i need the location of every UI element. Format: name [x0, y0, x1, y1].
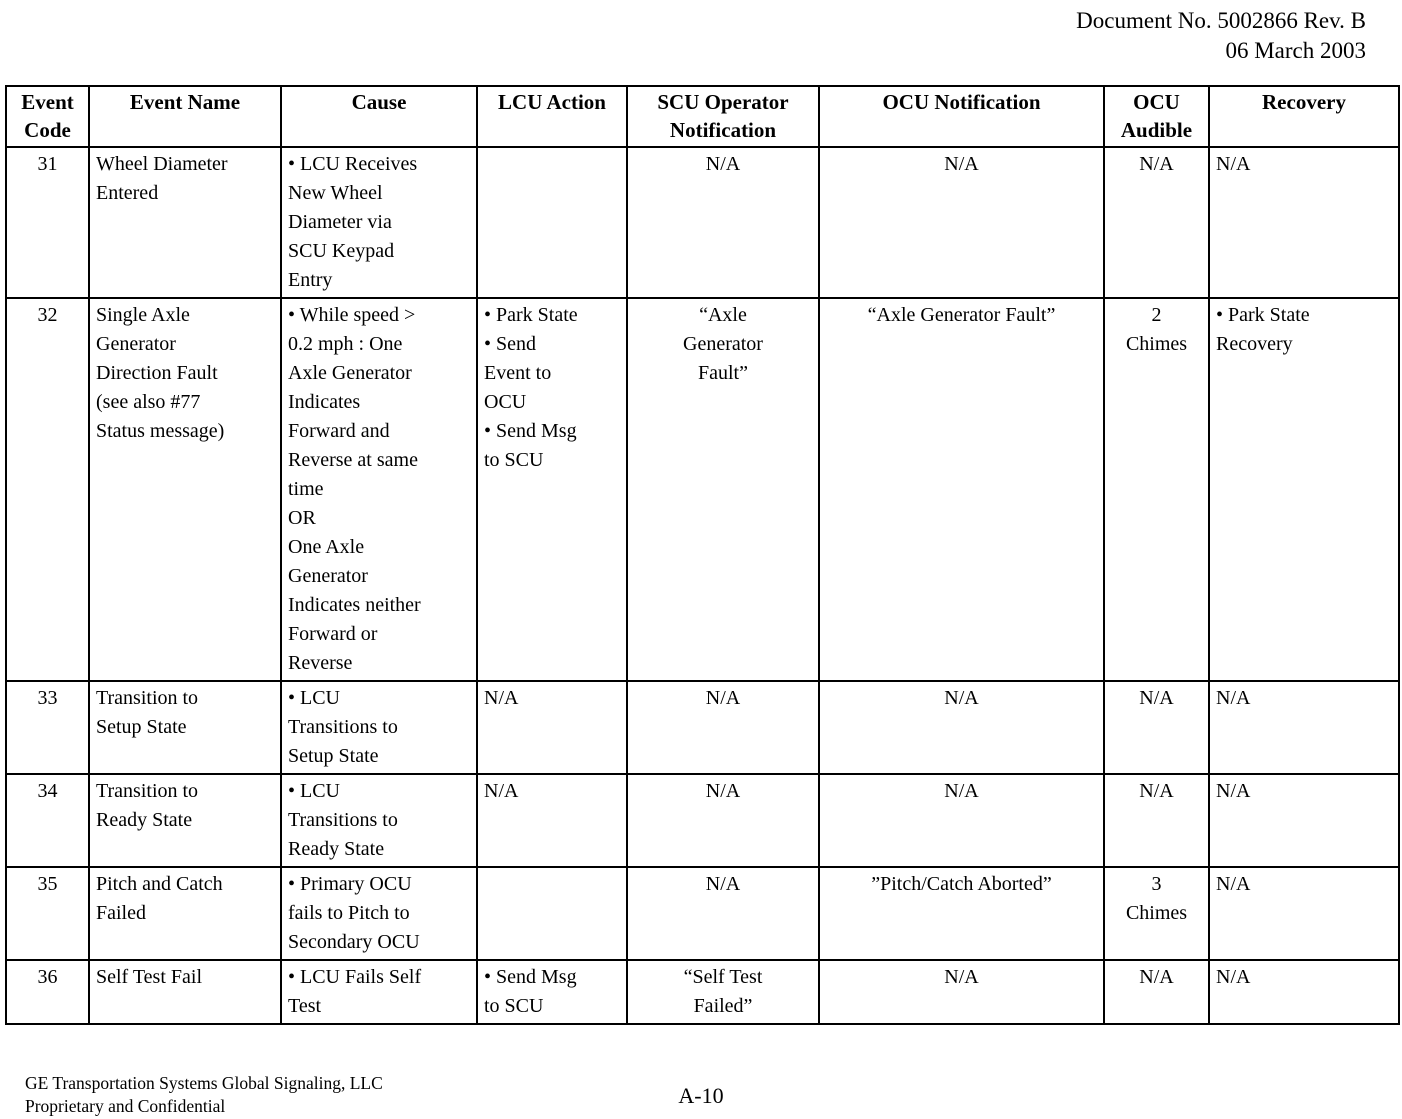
footer-company-confidential: GE Transportation Systems Global Signali… — [25, 1073, 383, 1116]
cell-ocu-notification: N/A — [818, 680, 1105, 775]
cell-event-code: 32 — [5, 297, 90, 682]
cell-lcu-action: N/A — [476, 680, 628, 775]
table-row-event-34: 34 Transition to Ready State • LCU Trans… — [5, 773, 1400, 868]
cell-event-name: Pitch and Catch Failed — [88, 866, 282, 961]
document-header: Document No. 5002866 Rev. B 06 March 2003 — [1076, 6, 1366, 66]
cell-event-name: Transition to Setup State — [88, 680, 282, 775]
cell-scu-operator-notification: “Axle Generator Fault” — [626, 297, 820, 682]
cell-event-code: 36 — [5, 959, 90, 1025]
document-date: 06 March 2003 — [1225, 38, 1366, 63]
table-row-event-31: 31 Wheel Diameter Entered • LCU Receives… — [5, 146, 1400, 299]
table-header-row: Event Code Event Name Cause LCU Action S… — [5, 85, 1400, 148]
cell-lcu-action: • Send Msg to SCU — [476, 959, 628, 1025]
cell-recovery: N/A — [1208, 866, 1400, 961]
footer-page-number: A-10 — [678, 1083, 724, 1108]
cell-cause: • Primary OCU fails to Pitch to Secondar… — [280, 866, 478, 961]
cell-ocu-notification: N/A — [818, 146, 1105, 299]
cell-ocu-notification: ”Pitch/Catch Aborted” — [818, 866, 1105, 961]
cell-scu-operator-notification: N/A — [626, 680, 820, 775]
cell-event-code: 34 — [5, 773, 90, 868]
cell-recovery: • Park State Recovery — [1208, 297, 1400, 682]
table-row-event-33: 33 Transition to Setup State • LCU Trans… — [5, 680, 1400, 775]
cell-recovery: N/A — [1208, 773, 1400, 868]
cell-cause: • LCU Receives New Wheel Diameter via SC… — [280, 146, 478, 299]
table-row-event-32: 32 Single Axle Generator Direction Fault… — [5, 297, 1400, 682]
col-header-ocu-notification: OCU Notification — [818, 85, 1105, 148]
cell-ocu-notification: “Axle Generator Fault” — [818, 297, 1105, 682]
cell-lcu-action — [476, 866, 628, 961]
table-row-event-36: 36 Self Test Fail • LCU Fails Self Test … — [5, 959, 1400, 1025]
cell-scu-operator-notification: N/A — [626, 773, 820, 868]
cell-recovery: N/A — [1208, 680, 1400, 775]
col-header-ocu-audible: OCU Audible — [1103, 85, 1210, 148]
cell-lcu-action — [476, 146, 628, 299]
cell-cause: • LCU Transitions to Ready State — [280, 773, 478, 868]
cell-event-name: Wheel Diameter Entered — [88, 146, 282, 299]
cell-ocu-notification: N/A — [818, 959, 1105, 1025]
cell-ocu-audible: N/A — [1103, 773, 1210, 868]
cell-scu-operator-notification: N/A — [626, 866, 820, 961]
col-header-event-code: Event Code — [5, 85, 90, 148]
col-header-event-name: Event Name — [88, 85, 282, 148]
cell-ocu-notification: N/A — [818, 773, 1105, 868]
event-code-table: Event Code Event Name Cause LCU Action S… — [5, 85, 1400, 1025]
cell-cause: • LCU Fails Self Test — [280, 959, 478, 1025]
document-number: Document No. 5002866 Rev. B — [1076, 8, 1366, 33]
cell-recovery: N/A — [1208, 146, 1400, 299]
cell-event-code: 31 — [5, 146, 90, 299]
cell-scu-operator-notification: N/A — [626, 146, 820, 299]
cell-recovery: N/A — [1208, 959, 1400, 1025]
cell-lcu-action: • Park State • Send Event to OCU • Send … — [476, 297, 628, 682]
cell-event-name: Transition to Ready State — [88, 773, 282, 868]
cell-ocu-audible: N/A — [1103, 959, 1210, 1025]
col-header-lcu-action: LCU Action — [476, 85, 628, 148]
cell-cause: • LCU Transitions to Setup State — [280, 680, 478, 775]
table-row-event-35: 35 Pitch and Catch Failed • Primary OCU … — [5, 866, 1400, 961]
cell-lcu-action: N/A — [476, 773, 628, 868]
cell-scu-operator-notification: “Self Test Failed” — [626, 959, 820, 1025]
cell-ocu-audible: 3 Chimes — [1103, 866, 1210, 961]
cell-event-name: Single Axle Generator Direction Fault (s… — [88, 297, 282, 682]
cell-ocu-audible: 2 Chimes — [1103, 297, 1210, 682]
col-header-cause: Cause — [280, 85, 478, 148]
cell-ocu-audible: N/A — [1103, 680, 1210, 775]
cell-cause: • While speed > 0.2 mph : One Axle Gener… — [280, 297, 478, 682]
cell-event-name: Self Test Fail — [88, 959, 282, 1025]
cell-event-code: 35 — [5, 866, 90, 961]
col-header-recovery: Recovery — [1208, 85, 1400, 148]
cell-event-code: 33 — [5, 680, 90, 775]
cell-ocu-audible: N/A — [1103, 146, 1210, 299]
col-header-scu-operator-notification: SCU Operator Notification — [626, 85, 820, 148]
